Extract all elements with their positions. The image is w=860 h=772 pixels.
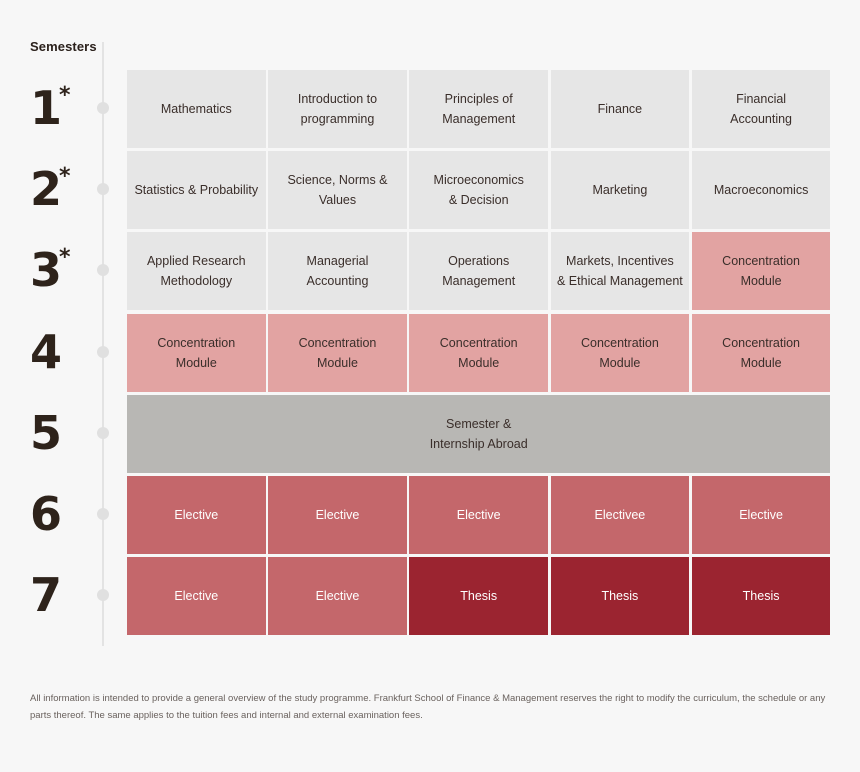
semester-star: *	[59, 83, 71, 108]
semesters-header: Semesters	[30, 39, 97, 54]
module-cell: Science, Norms & Values	[268, 151, 407, 230]
module-cell: Mathematics	[127, 70, 266, 148]
module-cell: Semester & Internship Abroad	[127, 394, 831, 473]
module-cell: Elective	[268, 557, 407, 636]
module-label: Statistics & Probability	[134, 183, 259, 198]
curriculum-grid: Mathematics Introduction to programming Pr…	[127, 70, 831, 636]
semester-star: *	[59, 245, 71, 271]
module-label: Operations Management	[442, 254, 516, 289]
module-label: Elective	[315, 589, 360, 604]
module-cell: Concentration Module	[127, 313, 266, 392]
module-cell: Microeconomics & Decision	[409, 151, 548, 230]
semester-number: 4	[30, 324, 63, 379]
semester-number: 5	[30, 405, 63, 460]
module-label: Elective	[456, 508, 501, 522]
module-cell: Concentration Module	[691, 313, 831, 392]
module-label: Financial Accounting	[730, 92, 793, 126]
module-label: Thesis	[460, 589, 498, 604]
module-label: Concentration Module	[722, 335, 800, 370]
timeline-dot	[97, 183, 109, 196]
semester-label: 6	[30, 476, 110, 554]
semester-label: 1 *	[30, 70, 110, 148]
module-label: Introduction to programming	[297, 92, 378, 126]
semester-number: 2	[30, 162, 63, 217]
timeline-line	[102, 42, 104, 646]
semester-star: *	[59, 164, 71, 190]
timeline-dot	[97, 345, 109, 358]
module-label: Semester & Internship Abroad	[429, 416, 528, 451]
timeline-dot	[97, 508, 109, 520]
timeline-dot	[97, 102, 109, 114]
module-cell: Managerial Accounting	[268, 232, 407, 311]
module-label: Microeconomics & Decision	[433, 173, 524, 208]
semester-label: 4	[30, 314, 110, 392]
module-cell: Operations Management	[409, 232, 548, 311]
module-cell: Applied Research Methodology	[127, 232, 266, 311]
module-label: Concentration Module	[439, 335, 518, 370]
module-cell: Concentration Module	[550, 313, 690, 392]
module-label: Markets, Incentives & Ethical Management	[557, 254, 683, 289]
module-cell: Elective	[268, 476, 407, 554]
module-label: Marketing	[592, 183, 648, 198]
module-label: Concentration Module	[298, 335, 377, 370]
module-cell: Finance	[550, 70, 690, 148]
module-label: Concentration Module	[722, 254, 800, 289]
disclaimer-text: All information is intended to provide a…	[30, 693, 826, 721]
module-cell: Introduction to programming	[268, 70, 407, 148]
module-cell: Concentration Module	[409, 313, 548, 392]
module-cell: Statistics & Probability	[127, 151, 266, 230]
module-label: Science, Norms & Values	[287, 173, 388, 208]
timeline-dot	[97, 264, 109, 277]
module-label: Concentration Module	[580, 335, 659, 370]
semester-number: 6	[30, 487, 63, 541]
module-label: Mathematics	[160, 102, 232, 116]
module-cell: Concentration Module	[691, 232, 831, 311]
module-cell: Elective	[409, 476, 548, 554]
module-cell: Electivee	[550, 476, 690, 554]
module-cell: Thesis	[409, 557, 548, 636]
module-cell: Markets, Incentives & Ethical Management	[550, 232, 690, 311]
module-label: Elective	[315, 508, 360, 522]
module-cell: Elective	[127, 557, 266, 636]
module-label: Managerial Accounting	[306, 254, 369, 289]
module-cell: Thesis	[691, 557, 831, 636]
module-label: Elective	[174, 589, 219, 604]
module-cell: Principles of Management	[409, 70, 548, 148]
module-cell: Macroeconomics	[691, 151, 831, 230]
module-label: Elective	[174, 508, 219, 522]
module-label: Finance	[597, 102, 643, 116]
module-cell: Marketing	[550, 151, 690, 230]
timeline-dot	[97, 426, 109, 439]
module-label: Thesis	[742, 589, 780, 604]
module-cell: Thesis	[550, 557, 690, 636]
semester-number: 7	[30, 568, 63, 623]
semester-label: 7	[30, 557, 110, 635]
semester-number: 3	[30, 243, 63, 298]
timeline-dot	[97, 589, 109, 602]
module-cell: Financial Accounting	[691, 70, 831, 148]
module-cell: Elective	[127, 476, 266, 554]
module-label: Thesis	[601, 589, 639, 604]
semester-label: 2 *	[30, 151, 110, 229]
module-cell: Concentration Module	[268, 313, 407, 392]
module-label: Elective	[739, 508, 783, 522]
module-label: Principles of Management	[442, 92, 516, 126]
module-cell: Elective	[691, 476, 831, 554]
module-label: Electivee	[594, 508, 646, 522]
semester-label: 3 *	[30, 232, 110, 310]
semester-number: 1	[30, 81, 63, 135]
module-label: Macroeconomics	[713, 183, 809, 198]
module-label: Applied Research Methodology	[146, 254, 246, 289]
semester-label: 5	[30, 395, 110, 473]
module-label: Concentration Module	[157, 335, 236, 370]
